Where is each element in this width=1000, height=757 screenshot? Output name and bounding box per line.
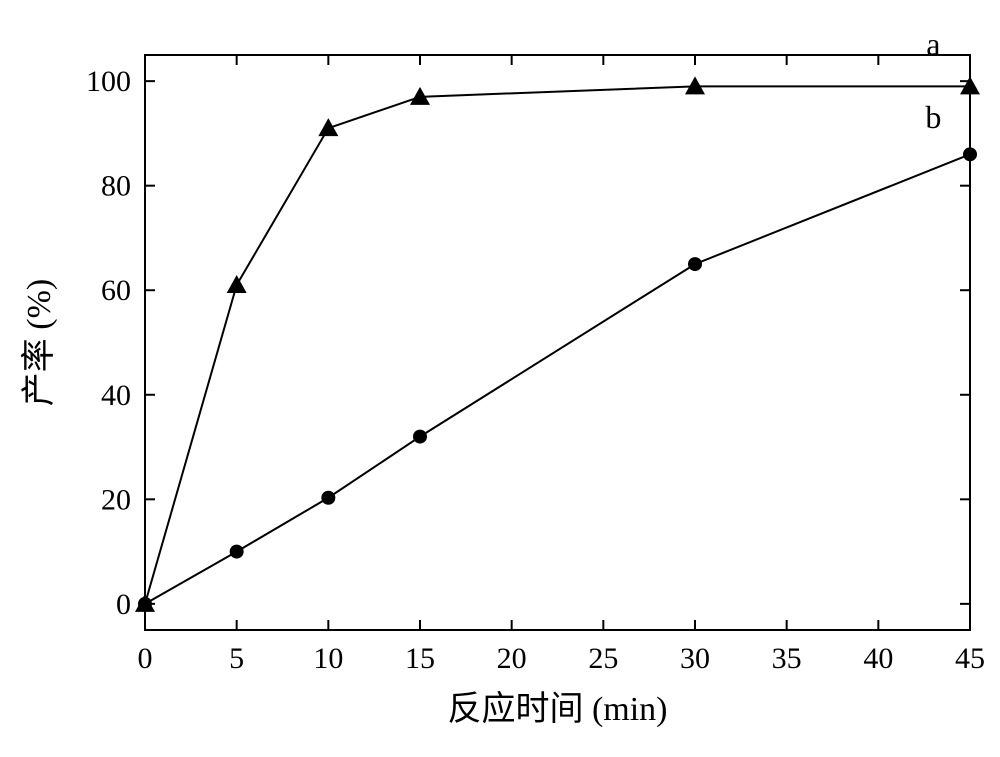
svg-text:35: 35: [772, 642, 802, 675]
svg-text:25: 25: [588, 642, 618, 675]
svg-text:反应时间 (min): 反应时间 (min): [447, 690, 667, 728]
svg-text:a: a: [926, 26, 940, 62]
svg-text:40: 40: [101, 379, 131, 412]
svg-text:60: 60: [101, 274, 131, 307]
svg-text:15: 15: [405, 642, 435, 675]
svg-text:80: 80: [101, 170, 131, 203]
svg-text:b: b: [925, 99, 941, 135]
svg-text:30: 30: [680, 642, 710, 675]
svg-text:10: 10: [313, 642, 343, 675]
svg-text:40: 40: [863, 642, 893, 675]
line-chart: 0 5 10 15 20 25 30 35 40 45 0 20 40 60 80 100 反应时间 (min)…: [0, 0, 1000, 757]
svg-text:100: 100: [86, 65, 131, 98]
svg-text:5: 5: [229, 642, 244, 675]
svg-text:产率 (%): 产率 (%): [20, 279, 58, 406]
svg-text:0: 0: [116, 588, 131, 621]
chart-container: 0 5 10 15 20 25 30 35 40 45 0 20 40 60 80 100 反应时间 (min)…: [0, 0, 1000, 757]
svg-text:20: 20: [101, 483, 131, 516]
svg-text:20: 20: [497, 642, 527, 675]
svg-text:45: 45: [955, 642, 985, 675]
svg-text:0: 0: [138, 642, 153, 675]
